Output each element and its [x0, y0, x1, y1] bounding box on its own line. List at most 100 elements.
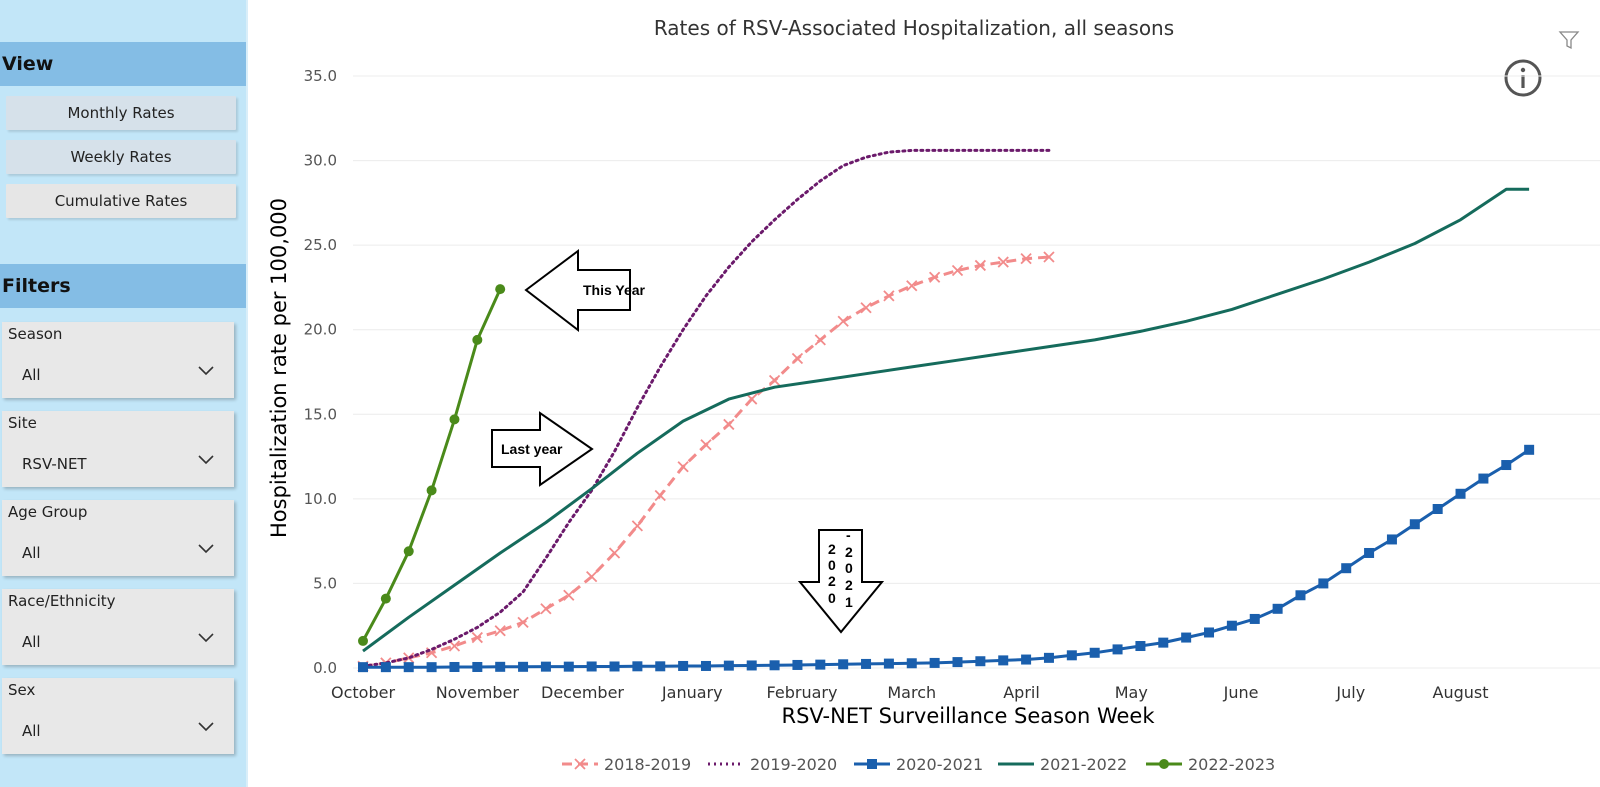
series-2018-2019	[357, 251, 1055, 672]
x-tick-label: November	[436, 683, 520, 702]
data-point	[906, 280, 918, 292]
data-point	[495, 661, 506, 672]
data-point	[997, 256, 1009, 268]
series-2020-2021	[358, 444, 1535, 673]
y-tick-label: 20.0	[304, 321, 337, 339]
data-point	[1455, 488, 1466, 499]
data-point	[449, 414, 460, 425]
data-point	[518, 661, 529, 672]
y-tick-label: 35.0	[304, 67, 337, 85]
legend-item[interactable]: 2019-2020	[708, 755, 837, 774]
chevron-down-icon[interactable]	[198, 366, 214, 376]
site-filter[interactable]: Site RSV-NET	[2, 411, 234, 487]
annot-char: 2	[845, 544, 853, 560]
data-point	[540, 661, 551, 672]
data-point	[403, 662, 414, 673]
cumulative-rates-button[interactable]: Cumulative Rates	[6, 184, 236, 218]
race-ethnicity-filter[interactable]: Race/Ethnicity All	[2, 589, 234, 665]
data-point	[1409, 519, 1420, 530]
series-line	[362, 187, 1530, 653]
filter-icon[interactable]	[1558, 31, 1580, 50]
data-point	[974, 259, 987, 272]
sex-filter[interactable]: Sex All	[2, 678, 234, 754]
data-point	[883, 290, 895, 302]
filter-label: Race/Ethnicity	[8, 592, 116, 610]
data-point	[449, 661, 460, 672]
data-point	[1249, 613, 1260, 624]
legend-label: 2022-2023	[1188, 755, 1275, 774]
this-year-label: This Year	[583, 282, 646, 298]
legend-item[interactable]: 2021-2022	[998, 755, 1127, 774]
series-layer	[357, 148, 1535, 673]
data-point	[768, 374, 781, 387]
data-point	[906, 658, 917, 669]
legend-item[interactable]: 2022-2023	[1146, 755, 1275, 774]
data-point	[677, 461, 689, 473]
legend-item[interactable]: 2018-2019	[562, 755, 691, 774]
data-point	[700, 439, 712, 451]
data-point	[1432, 504, 1443, 515]
this-year-arrow: This Year	[524, 249, 646, 333]
annot-char: 2	[828, 573, 836, 589]
data-point	[517, 616, 529, 628]
y-tick-label: 15.0	[304, 405, 337, 423]
x-tick-label: February	[767, 683, 838, 702]
data-point	[769, 660, 780, 671]
season-filter[interactable]: Season All	[2, 322, 234, 398]
filter-value[interactable]: All	[22, 722, 41, 740]
annot-char: 0	[845, 560, 853, 576]
data-point	[746, 393, 758, 405]
annot-char: 1	[845, 594, 853, 610]
legend-item[interactable]: 2020-2021	[854, 755, 983, 774]
x-tick-label: May	[1115, 683, 1148, 702]
data-point	[540, 603, 552, 615]
data-point	[700, 660, 711, 671]
data-point	[791, 352, 804, 365]
info-icon[interactable]	[1504, 59, 1542, 97]
data-point	[1524, 444, 1535, 455]
filter-value[interactable]: All	[22, 633, 41, 651]
gridlines	[353, 75, 1600, 669]
annot-char: 0	[828, 557, 836, 573]
data-point	[1158, 637, 1169, 648]
filter-label: Site	[8, 414, 37, 432]
data-point	[1020, 253, 1032, 265]
legend: 2018-2019 2019-2020 2020-2021 2021-2022 2022…	[562, 755, 1275, 774]
x-tick-label: October	[331, 683, 395, 702]
annot-char: -	[846, 527, 851, 543]
data-point	[631, 520, 644, 532]
data-point	[952, 657, 963, 668]
series-line	[361, 148, 1051, 668]
data-point	[1089, 647, 1100, 658]
data-point	[1272, 603, 1283, 614]
data-point	[883, 658, 894, 669]
x-tick-label: August	[1433, 683, 1489, 702]
chevron-down-icon[interactable]	[198, 633, 214, 643]
data-point	[448, 640, 461, 652]
filter-label: Season	[8, 325, 63, 343]
weekly-rates-button[interactable]: Weekly Rates	[6, 140, 236, 174]
filter-value[interactable]: All	[22, 544, 41, 562]
chevron-down-icon[interactable]	[198, 544, 214, 554]
x-tick-label: July	[1335, 683, 1365, 702]
y-axis-label: Hospitalization rate per 100,000	[267, 198, 291, 538]
monthly-rates-button[interactable]: Monthly Rates	[6, 96, 236, 130]
legend-marker	[1159, 759, 1169, 769]
data-point	[1112, 644, 1123, 655]
data-point	[860, 302, 872, 314]
data-point	[1295, 590, 1306, 601]
chevron-down-icon[interactable]	[198, 455, 214, 465]
data-point	[380, 593, 391, 604]
y-tick-label: 0.0	[313, 659, 337, 677]
x-axis-label: RSV-NET Surveillance Season Week	[782, 704, 1156, 728]
season-2020-2021-arrow: 2 0 2 0 - 2 0 2 1	[797, 527, 885, 634]
filters-header: Filters	[0, 264, 246, 308]
x-axis-ticks: October November December January February Ma…	[331, 683, 1489, 702]
series-2022-2023	[358, 284, 506, 646]
data-point	[678, 660, 689, 671]
data-point	[494, 625, 506, 637]
chevron-down-icon[interactable]	[198, 722, 214, 732]
filter-value[interactable]: RSV-NET	[22, 455, 87, 473]
age-group-filter[interactable]: Age Group All	[2, 500, 234, 576]
filter-value[interactable]: All	[22, 366, 41, 384]
